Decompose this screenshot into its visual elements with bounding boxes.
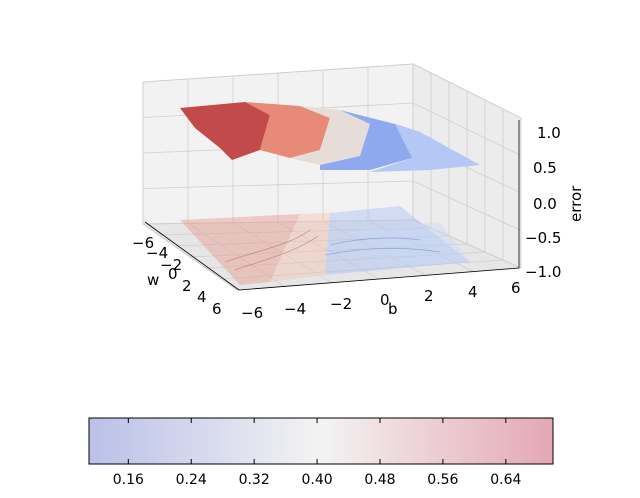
- b-axis: −6 −4 −2 0 2 4 6 b: [241, 279, 521, 322]
- contour-blue-region: [325, 206, 470, 275]
- b-tick-label: 2: [424, 287, 434, 305]
- contour-red-region: [180, 214, 300, 285]
- grid-line: [142, 63, 414, 83]
- b-tick-label: 0: [380, 291, 390, 309]
- surface-lightred-band: [245, 102, 330, 158]
- w-tick-label: 6: [212, 300, 222, 318]
- colorbar-tick-label: 0.24: [176, 472, 207, 488]
- contour-line: [234, 235, 319, 271]
- contour-line: [329, 237, 421, 246]
- colorbar-tick-label: 0.56: [427, 472, 458, 488]
- error-surface: [180, 102, 480, 172]
- colorbar-gradient: [88, 417, 554, 465]
- contour-pink-region: [270, 213, 330, 282]
- colorbar: 0.16 0.24 0.32 0.40 0.48 0.56 0.64: [88, 417, 554, 488]
- b-tick-label: 4: [468, 283, 478, 301]
- b-tick-label: 6: [511, 279, 521, 297]
- surface-blue-band: [320, 110, 420, 170]
- error-tick-label: 0.5: [533, 159, 557, 177]
- surface-white-band: [290, 106, 370, 165]
- contour-line: [324, 248, 441, 256]
- b-tick-label: −4: [284, 300, 306, 318]
- b-tick-label: −6: [241, 304, 263, 322]
- axes-3d: [141, 63, 522, 291]
- surface-red-band: [180, 102, 270, 160]
- contour-paleblue-region: [360, 222, 470, 268]
- w-axis: −6 −4 −2 0 2 4 6 w: [132, 234, 222, 318]
- w-tick-label: −6: [132, 234, 154, 252]
- w-tick-label: 4: [197, 288, 207, 306]
- error-axis-label: error: [567, 185, 585, 222]
- colorbar-tick-label: 0.40: [301, 472, 332, 488]
- grid-line: [221, 259, 504, 280]
- colorbar-tick-label: 0.16: [113, 472, 144, 488]
- error-axis: 1.0 0.5 0.0 −0.5 −1.0 error: [525, 124, 585, 281]
- w-axis-line: [144, 221, 240, 291]
- w-axis-label: w: [147, 271, 159, 289]
- error-tick-label: −1.0: [525, 263, 561, 281]
- grid-line: [412, 219, 522, 269]
- w-tick-label: −4: [146, 244, 168, 262]
- surface-paleblue-band: [370, 124, 480, 172]
- colorbar-ticks: 0.16 0.24 0.32 0.40 0.48 0.56 0.64: [113, 418, 521, 488]
- error-tick-label: 0.0: [533, 195, 557, 213]
- error-tick-label: −0.5: [525, 229, 561, 247]
- b-axis-line: [238, 267, 520, 291]
- contour-projection: [180, 206, 470, 285]
- colorbar-tick-label: 0.48: [364, 472, 395, 488]
- b-tick-label: −2: [330, 295, 352, 313]
- w-tick-label: 2: [182, 277, 192, 295]
- w-tick-label: 0: [168, 265, 178, 283]
- colorbar-tick-label: 0.64: [490, 472, 521, 488]
- colorbar-tick-label: 0.32: [239, 472, 270, 488]
- grid-line: [142, 180, 414, 189]
- b-axis-label: b: [388, 300, 398, 318]
- contour-line: [224, 229, 311, 263]
- w-tick-label: −2: [160, 256, 182, 274]
- error-tick-label: 1.0: [537, 124, 561, 142]
